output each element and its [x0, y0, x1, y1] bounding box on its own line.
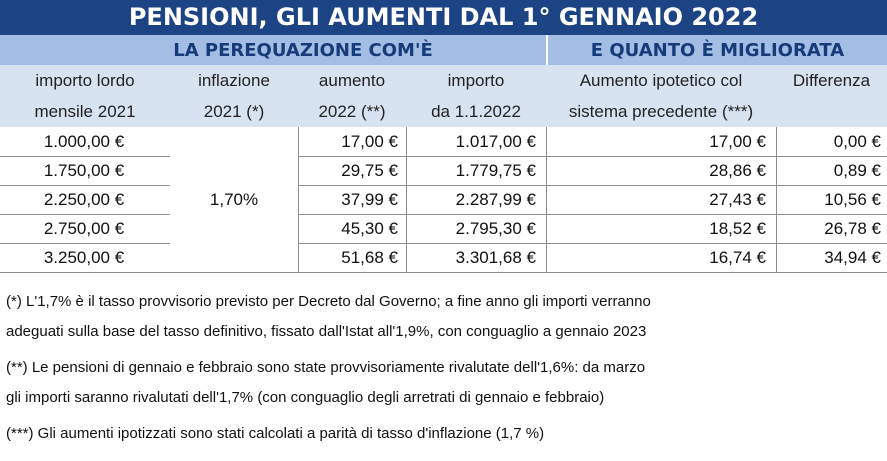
cell-aumento: 45,30 € — [341, 219, 398, 238]
cell-importo: 1.750,00 € — [43, 161, 125, 180]
page-title: PENSIONI, GLI AUMENTI DAL 1° GENNAIO 202… — [0, 0, 887, 35]
row-divider — [0, 214, 170, 215]
table-row: 1.000,00 € 17,00 € 1.017,00 € 17,00 € 0,… — [0, 127, 887, 156]
header-line: mensile 2021 — [34, 102, 136, 121]
cell-nuovo: 1.779,75 € — [455, 161, 536, 180]
footnote-line: (*) L'1,7% è il tasso provvisorio previs… — [6, 293, 651, 310]
cell-ipotetico: 28,86 € — [709, 161, 766, 180]
table-row: 1.750,00 € 29,75 € 1.779,75 € 28,86 € 0,… — [0, 156, 887, 185]
row-divider — [298, 156, 887, 157]
header-line: 2021 (*) — [203, 102, 265, 121]
footnote-1: (*) L'1,7% è il tasso provvisorio previs… — [6, 287, 876, 347]
band-perequazione-label: LA PEREQUAZIONE COM'È — [173, 40, 433, 61]
cell-differenza: 34,94 € — [824, 248, 881, 267]
cell-aumento: 29,75 € — [341, 161, 398, 180]
header-differenza: Differenza — [776, 65, 887, 127]
header-line: inflazione — [198, 71, 270, 90]
band-migliorata: E QUANTO È MIGLIORATA — [548, 35, 887, 65]
row-divider — [298, 185, 887, 186]
cell-importo: 2.250,00 € — [43, 190, 125, 209]
header-line: aumento — [318, 71, 386, 90]
header-aumento: aumento 2022 (**) — [298, 65, 406, 127]
cell-differenza: 26,78 € — [824, 219, 881, 238]
column-divider — [776, 127, 777, 272]
table-row: 3.250,00 € 51,68 € 3.301,68 € 16,74 € 34… — [0, 243, 887, 272]
cell-aumento: 17,00 € — [341, 132, 398, 151]
header-line: importo — [447, 71, 505, 90]
footnote-line: gli importi saranno rivalutati dell'1,7%… — [6, 389, 605, 406]
header-importo-nuovo: importo da 1.1.2022 — [406, 65, 546, 127]
header-aumento-ipotetico: Aumento ipotetico col sistema precedente… — [548, 65, 774, 127]
header-line: Aumento ipotetico col — [579, 71, 743, 90]
cell-ipotetico: 18,52 € — [709, 219, 766, 238]
row-divider — [0, 185, 170, 186]
cell-differenza: 0,89 € — [833, 161, 881, 180]
column-divider — [546, 127, 547, 272]
cell-importo: 3.250,00 € — [43, 248, 125, 267]
section-bands: LA PEREQUAZIONE COM'È E QUANTO È MIGLIOR… — [0, 35, 887, 65]
header-line: importo lordo — [35, 71, 135, 90]
cell-ipotetico: 17,00 € — [709, 132, 766, 151]
footnote-2: (**) Le pensioni di gennaio e febbraio s… — [6, 353, 876, 413]
cell-aumento: 37,99 € — [341, 190, 398, 209]
table-row: 2.250,00 € 1,70% 37,99 € 2.287,99 € 27,4… — [0, 185, 887, 214]
cell-nuovo: 2.795,30 € — [455, 219, 536, 238]
header-importo-lordo: importo lordo mensile 2021 — [0, 65, 170, 127]
row-divider — [298, 243, 887, 244]
column-divider — [406, 127, 407, 272]
cell-nuovo: 2.287,99 € — [455, 190, 536, 209]
header-line: Differenza — [792, 71, 871, 90]
row-divider — [0, 243, 170, 244]
cell-differenza: 0,00 € — [833, 132, 881, 151]
cell-nuovo: 3.301,68 € — [455, 248, 536, 267]
footnote-line: (**) Le pensioni di gennaio e febbraio s… — [6, 359, 646, 376]
cell-importo: 2.750,00 € — [43, 219, 125, 238]
footnotes: (*) L'1,7% è il tasso provvisorio previs… — [6, 287, 876, 449]
column-divider — [298, 127, 299, 272]
cell-nuovo: 1.017,00 € — [455, 132, 536, 151]
header-line: da 1.1.2022 — [431, 102, 521, 121]
cell-ipotetico: 16,74 € — [709, 248, 766, 267]
cell-ipotetico: 27,43 € — [709, 190, 766, 209]
cell-inflazione: 1,70% — [209, 190, 259, 209]
header-inflazione: inflazione 2021 (*) — [170, 65, 298, 127]
table-row: 2.750,00 € 45,30 € 2.795,30 € 18,52 € 26… — [0, 214, 887, 243]
header-line: sistema precedente (***) — [568, 102, 754, 121]
cell-differenza: 10,56 € — [824, 190, 881, 209]
cell-aumento: 51,68 € — [341, 248, 398, 267]
row-divider — [298, 214, 887, 215]
cell-importo: 1.000,00 € — [43, 132, 125, 151]
header-line: 2022 (**) — [318, 102, 386, 121]
footnote-3: (***) Gli aumenti ipotizzati sono stati … — [6, 419, 876, 449]
band-perequazione: LA PEREQUAZIONE COM'È — [0, 35, 546, 65]
table-bottom-border — [0, 272, 887, 273]
row-divider — [0, 156, 170, 157]
footnote-line: adeguati sulla base del tasso definitivo… — [6, 323, 647, 340]
footnote-line: (***) Gli aumenti ipotizzati sono stati … — [6, 425, 545, 442]
table-header: importo lordo mensile 2021 inflazione 20… — [0, 65, 887, 127]
